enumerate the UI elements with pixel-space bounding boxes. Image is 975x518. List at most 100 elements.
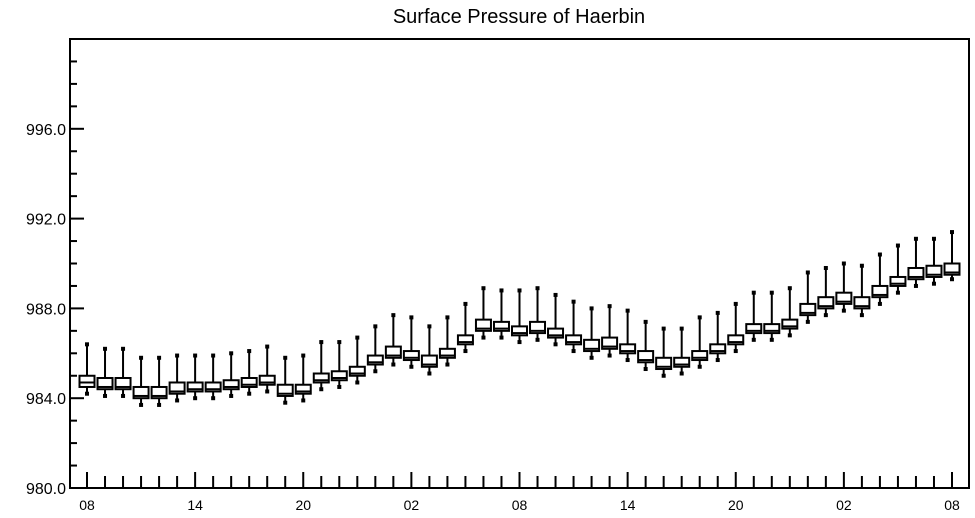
max-marker: [193, 353, 198, 358]
iqr-box: [312, 372, 330, 384]
box-item: [691, 315, 709, 369]
min-marker: [355, 380, 360, 385]
box-item: [745, 290, 763, 342]
iqr-box: [420, 354, 438, 368]
min-marker: [643, 367, 648, 372]
iqr-box: [691, 350, 709, 362]
min-marker: [607, 353, 612, 358]
box-item: [529, 286, 547, 342]
min-marker: [157, 402, 162, 407]
iqr-box: [673, 356, 691, 368]
min-marker: [571, 349, 576, 354]
max-marker: [715, 310, 720, 315]
max-marker: [103, 346, 108, 351]
max-marker: [337, 340, 342, 345]
box-item: [655, 326, 673, 378]
iqr-box: [601, 336, 619, 350]
x-tick-label: 08: [512, 497, 528, 513]
iqr-box: [619, 343, 637, 355]
box-item: [330, 340, 348, 389]
x-tick-label: 08: [944, 497, 960, 513]
max-marker: [787, 286, 792, 291]
x-tick-label: 20: [728, 497, 744, 513]
max-marker: [751, 290, 756, 295]
iqr-box: [222, 379, 240, 391]
iqr-box: [745, 323, 763, 335]
min-marker: [499, 335, 504, 340]
max-marker: [571, 299, 576, 304]
min-marker: [895, 290, 900, 295]
box-item: [474, 286, 492, 340]
box-item: [907, 236, 925, 288]
box-item: [817, 265, 835, 318]
iqr-box: [186, 381, 204, 393]
box-item: [348, 335, 366, 385]
iqr-box: [853, 296, 871, 310]
x-tick-label: 14: [187, 497, 203, 513]
iqr-box: [348, 365, 366, 377]
x-tick-label: 14: [620, 497, 636, 513]
box-item: [673, 326, 691, 376]
iqr-box: [438, 347, 456, 359]
iqr-box: [583, 338, 601, 353]
iqr-box: [204, 381, 222, 393]
max-marker: [265, 344, 270, 349]
max-marker: [121, 346, 126, 351]
box-item: [384, 313, 402, 367]
max-marker: [733, 301, 738, 306]
min-marker: [859, 313, 864, 318]
box-item: [222, 351, 240, 398]
min-marker: [211, 396, 216, 401]
iqr-box: [529, 320, 547, 335]
max-marker: [409, 315, 414, 320]
max-marker: [481, 286, 486, 291]
max-marker: [157, 355, 162, 360]
x-tick-label: 20: [295, 497, 311, 513]
iqr-box: [474, 318, 492, 332]
y-tick-label: 996.0: [26, 122, 66, 139]
y-tick-label: 984.0: [26, 391, 66, 408]
min-marker: [733, 349, 738, 354]
iqr-box: [492, 320, 510, 332]
max-marker: [427, 324, 432, 329]
min-marker: [427, 371, 432, 376]
y-tick-label: 988.0: [26, 301, 66, 318]
min-marker: [481, 335, 486, 340]
box-item: [889, 243, 907, 295]
iqr-box: [817, 296, 835, 310]
max-marker: [175, 353, 180, 358]
min-marker: [679, 371, 684, 376]
iqr-box: [114, 376, 132, 391]
iqr-box: [168, 381, 186, 395]
min-marker: [301, 398, 306, 403]
iqr-box: [150, 385, 168, 400]
max-marker: [589, 306, 594, 311]
iqr-box: [781, 318, 799, 330]
min-marker: [139, 402, 144, 407]
max-marker: [859, 263, 864, 268]
max-marker: [769, 290, 774, 295]
iqr-box: [132, 385, 150, 400]
iqr-box: [637, 350, 655, 364]
min-marker: [409, 364, 414, 369]
max-marker: [85, 342, 89, 347]
box-item: [114, 346, 132, 398]
box-item: [601, 304, 619, 358]
min-marker: [247, 391, 252, 396]
iqr-box: [835, 291, 853, 305]
iqr-box: [655, 356, 673, 371]
box-item: [312, 340, 330, 392]
max-marker: [247, 349, 252, 354]
iqr-box: [565, 334, 583, 346]
box-item: [402, 315, 420, 369]
box-item: [709, 310, 727, 363]
min-marker: [445, 362, 450, 367]
iqr-box: [384, 345, 402, 359]
box-item: [276, 355, 294, 405]
max-marker: [625, 308, 630, 313]
box-item: [78, 342, 96, 396]
box-item: [565, 299, 583, 354]
box-item: [204, 353, 222, 401]
max-marker: [553, 292, 558, 297]
max-marker: [355, 335, 360, 340]
